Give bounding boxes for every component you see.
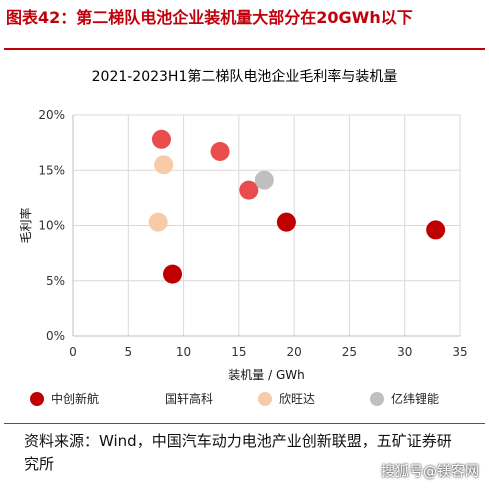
data-point: [148, 212, 168, 232]
legend-label: 欣旺达: [279, 392, 316, 406]
legend-marker-zhongchuangxinhang: [30, 391, 44, 406]
legend-item-zhongchuangxinhang: 中创新航: [30, 390, 99, 407]
axes: [72, 115, 460, 337]
grid-lines: [73, 114, 461, 336]
data-point: [151, 129, 171, 149]
data-point: [210, 141, 230, 161]
source-note: 资料来源：Wind，中国汽车动力电池产业创新联盟，五矿证券研究所: [24, 432, 452, 473]
legend-item-yiwei: 亿纬锂能: [370, 390, 439, 407]
x-tick-label: 15: [231, 345, 246, 359]
x-tick-label: 30: [397, 345, 412, 359]
legend-label: 中创新航: [51, 392, 100, 406]
x-tick-label: 5: [124, 345, 132, 359]
title-rule: [4, 48, 485, 50]
legend-marker-xinwangda: [258, 391, 272, 406]
source-rule: [4, 423, 485, 424]
y-tick-label: 5%: [46, 274, 65, 288]
legend-marker-yiwei: [370, 391, 384, 406]
x-tick-label: 35: [452, 345, 467, 359]
x-tick-label: 10: [176, 345, 191, 359]
data-point: [239, 180, 259, 200]
y-axis-label: 毛利率: [18, 207, 33, 243]
data-point: [276, 212, 296, 232]
x-tick-label: 20: [287, 345, 302, 359]
chart-title: 2021-2023H1第二梯队电池企业毛利率与装机量: [91, 69, 398, 85]
data-point: [254, 170, 274, 190]
y-tick-label: 15%: [38, 163, 65, 177]
x-axis-label: 装机量 / GWh: [228, 368, 304, 382]
watermark: 搜狐号@镁客网: [381, 464, 479, 480]
y-tick-label: 0%: [46, 329, 65, 343]
legend-item-xinwangda: 欣旺达: [258, 390, 315, 407]
data-points: [148, 129, 446, 284]
legend-label: 亿纬锂能: [391, 392, 440, 406]
data-point: [163, 264, 183, 284]
y-tick-labels: 0% 5% 10% 15% 20%: [38, 108, 65, 343]
figure-title: 图表42：第二梯队电池企业装机量大部分在20GWh以下: [6, 8, 413, 27]
data-point: [426, 220, 446, 240]
data-point: [154, 155, 174, 175]
x-tick-labels: 0 5 10 15 20 25 30 35: [69, 345, 467, 359]
legend: 中创新航 国轩高科 欣旺达 亿纬锂能: [30, 390, 480, 410]
y-tick-label: 10%: [38, 219, 65, 233]
legend-item-guoxuan: 国轩高科: [144, 390, 213, 407]
y-tick-label: 20%: [38, 108, 65, 122]
x-tick-label: 0: [69, 345, 77, 359]
legend-label: 国轩高科: [165, 392, 214, 406]
x-tick-label: 25: [342, 345, 357, 359]
